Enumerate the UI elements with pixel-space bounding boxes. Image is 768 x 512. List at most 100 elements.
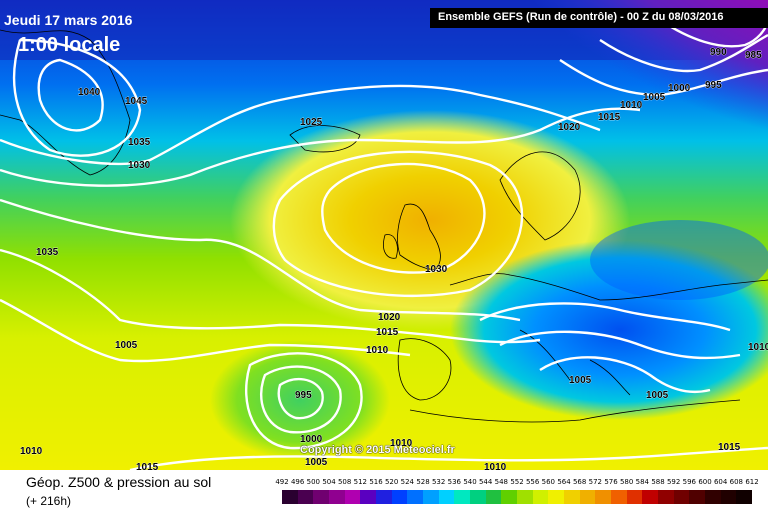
- forecast-date: Jeudi 17 mars 2016: [4, 12, 133, 28]
- iceland-coast: [289, 125, 361, 153]
- isobar-1005-low: [245, 352, 363, 450]
- weather-map: 1040 1045 1035 1030 1025 1020 1015 1010 …: [0, 0, 768, 470]
- isobar-label: 1035: [36, 247, 59, 258]
- color-scale-swatch: [407, 490, 424, 504]
- color-scale-label: 496: [290, 478, 305, 486]
- isobar-label: 1030: [425, 264, 448, 275]
- isobar-1010-east: [499, 330, 741, 360]
- color-scale-label: 516: [369, 478, 383, 486]
- coastlines: [0, 29, 768, 423]
- color-scale-label: 520: [384, 478, 399, 486]
- map-canvas: 1040 1045 1035 1030 1025 1020 1015 1010 …: [0, 0, 768, 470]
- color-scale-swatch: [360, 490, 377, 504]
- isobar-label: 990: [710, 47, 727, 58]
- isobar-1015-east: [479, 302, 731, 332]
- isobar-995-low: [277, 377, 324, 420]
- isobar-label: 985: [745, 50, 762, 61]
- forecast-time: 1:00 locale: [18, 34, 121, 56]
- isobar-1030-north: [0, 107, 641, 187]
- isobar-label: 1005: [305, 457, 328, 468]
- color-scale-swatch: [658, 490, 674, 504]
- color-scale-labels: 492 496 500 504 508 512 516 520 524 528 532 536 540 5…: [275, 478, 758, 488]
- color-scale-label: 548: [494, 478, 509, 486]
- trough-z500-europe: [450, 240, 768, 420]
- isobar-label: 1020: [558, 122, 581, 133]
- color-scale-swatch: [297, 490, 314, 504]
- isobar-label: 1025: [300, 117, 323, 128]
- isobar-1010-south: [129, 446, 768, 470]
- isobar-label: 1030: [128, 160, 151, 171]
- ireland-coast: [383, 234, 398, 259]
- isobar-label: 1010: [484, 462, 507, 470]
- iberia-coast: [397, 338, 452, 401]
- isobar-label: 995: [705, 80, 722, 91]
- color-scale-swatch: [391, 490, 408, 504]
- color-scale-label: 536: [447, 478, 462, 486]
- isobar-label: 1035: [128, 137, 151, 148]
- color-scale-swatch: [282, 490, 298, 504]
- isobar-1040: [12, 38, 142, 157]
- color-scale-label: 524: [400, 478, 415, 486]
- isobar-label: 1040: [78, 87, 101, 98]
- isobar-1015: [0, 248, 541, 344]
- color-scale-swatch: [329, 490, 345, 504]
- color-scale-swatch: [736, 490, 753, 504]
- color-scale-label: 512: [353, 478, 368, 486]
- color-scale-swatch: [313, 490, 330, 504]
- color-scale-swatch: [579, 490, 596, 504]
- color-scale-swatch: [485, 490, 502, 504]
- italy-coast: [519, 329, 571, 381]
- color-scale-swatch: [595, 490, 612, 504]
- isobar-990-ne: [659, 19, 768, 48]
- color-scale-swatch: [532, 490, 549, 504]
- color-scale-label: 596: [682, 478, 697, 486]
- color-scale-swatch: [470, 490, 486, 504]
- isobar-1030-high: [321, 162, 486, 274]
- run-info-bar: Ensemble GEFS (Run de contrôle) - 00 Z d…: [430, 8, 768, 28]
- color-scale-label: 564: [557, 478, 571, 486]
- color-scale-label: 492: [275, 478, 289, 486]
- color-scale-label: 500: [306, 478, 321, 486]
- isobar-1045: [37, 58, 104, 132]
- isobar-1000-low: [260, 365, 342, 434]
- isobar-label: 1010: [390, 438, 413, 449]
- color-scale-swatch: [548, 490, 565, 504]
- color-scale-label: 528: [416, 478, 430, 486]
- isobar-label: 1015: [598, 112, 621, 123]
- isobar-label: 1005: [569, 375, 592, 386]
- north-africa-coast: [409, 399, 741, 423]
- map-title: Géop. Z500 & pression au sol: [26, 474, 212, 490]
- color-scale-swatch: [564, 490, 580, 504]
- color-scale-label: 600: [698, 478, 712, 486]
- color-scale-label: 588: [651, 478, 665, 486]
- isobar-label: 1005: [643, 92, 666, 103]
- isobar-label: 1045: [125, 96, 148, 107]
- color-scale-label: 504: [322, 478, 336, 486]
- isobar-label: 995: [295, 390, 312, 401]
- color-scale-label: 556: [525, 478, 540, 486]
- color-scale-label: 580: [619, 478, 634, 486]
- balkans-coast: [589, 359, 631, 396]
- cold-pool-east: [590, 220, 768, 300]
- isobar-label: 1020: [378, 312, 401, 323]
- color-scale-bar: [282, 490, 753, 504]
- color-scale-label: 584: [635, 478, 650, 486]
- color-scale-label: 612: [745, 478, 759, 486]
- color-scale-label: 552: [510, 478, 524, 486]
- color-scale-label: 592: [666, 478, 681, 486]
- color-scale-label: 572: [588, 478, 603, 486]
- color-scale-swatch: [611, 490, 627, 504]
- color-scale-swatch: [673, 490, 690, 504]
- isobar-1010: [0, 298, 411, 363]
- color-scale-swatch: [454, 490, 471, 504]
- color-scale-label: 532: [431, 478, 446, 486]
- isobar-label: 1015: [136, 462, 159, 470]
- color-scale-swatch: [689, 490, 706, 504]
- isobar-label: 1010: [748, 342, 768, 353]
- color-scale-swatch: [642, 490, 659, 504]
- color-scale-swatch: [705, 490, 721, 504]
- copyright-text: Copyright © 2015 Meteociel.fr: [300, 444, 455, 456]
- color-scale: 492 496 500 504 508 512 516 520 524 528 532 536 540 5…: [275, 478, 759, 504]
- isobar-label: 1010: [620, 100, 643, 111]
- continent-north-coast: [449, 273, 768, 301]
